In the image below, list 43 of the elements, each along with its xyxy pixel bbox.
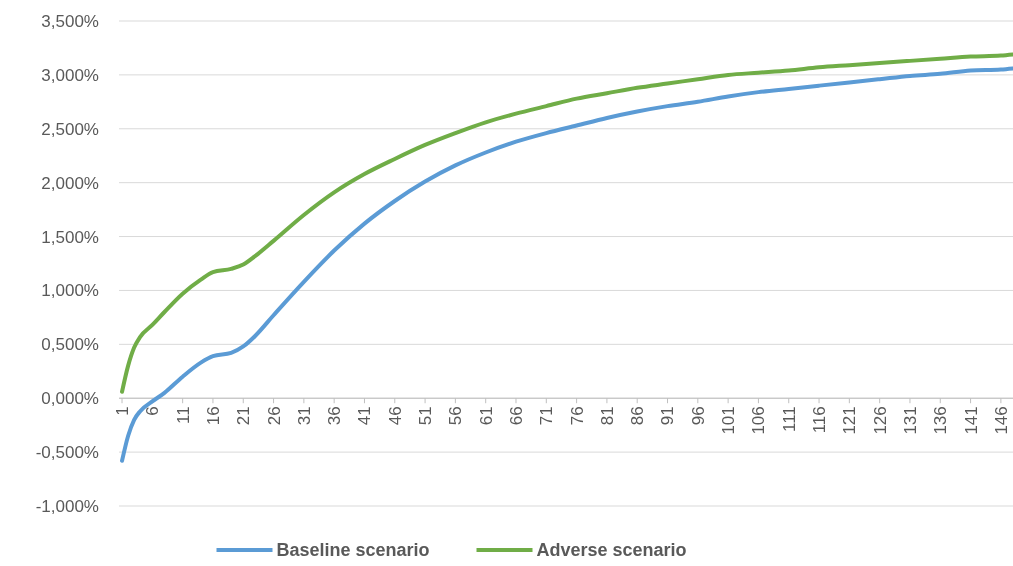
x-tick-label: 121: [840, 406, 860, 435]
x-tick-label: 106: [749, 406, 769, 435]
y-tick-label: -1,000%: [35, 496, 99, 516]
x-tick-label: 146: [991, 406, 1011, 435]
x-tick-label: 66: [506, 406, 526, 426]
x-tick-label: 116: [810, 406, 829, 434]
x-tick-label: 126: [870, 406, 890, 435]
x-tick-label: 81: [597, 406, 617, 426]
x-tick-label: 11: [173, 406, 193, 424]
x-tick-label: 21: [234, 406, 254, 426]
line-series: [120, 52, 1013, 394]
x-tick-label: 36: [325, 406, 345, 426]
y-tick-label: 0,500%: [41, 335, 99, 355]
x-tick-label: 76: [567, 406, 587, 426]
x-tick-label: 51: [416, 406, 436, 426]
x-tick-label: 6: [143, 406, 163, 416]
x-tick-label: 96: [688, 406, 708, 426]
y-tick-label: 1,500%: [41, 227, 99, 247]
x-tick-label: 26: [264, 406, 284, 426]
x-tick-label: 56: [446, 406, 466, 426]
y-tick-label: 3,000%: [41, 65, 99, 85]
x-tick-label: 141: [961, 406, 981, 435]
y-tick-label: 1,000%: [41, 281, 99, 301]
y-tick-label: 0,000%: [41, 389, 99, 409]
x-tick-label: 61: [476, 406, 496, 426]
y-tick-label: 2,000%: [41, 173, 99, 193]
x-tick-label: 86: [628, 406, 648, 426]
x-tick-label: 71: [537, 406, 557, 426]
x-tick-label: 101: [719, 406, 739, 435]
x-tick-label: 91: [658, 406, 678, 426]
x-tick-label: 111: [779, 406, 799, 433]
y-tick-label: 3,500%: [41, 11, 99, 31]
x-tick-label: 41: [355, 406, 375, 426]
x-tick-label: 136: [931, 406, 951, 435]
y-tick-label: 2,500%: [41, 119, 99, 139]
x-tick-label: 46: [385, 406, 405, 426]
legend-label: Adverse scenario: [536, 540, 687, 560]
x-tick-label: 1: [112, 406, 132, 416]
x-tick-label: 131: [900, 406, 920, 435]
x-tick-label: 31: [294, 406, 314, 426]
x-tick-label: 16: [203, 406, 223, 426]
legend-label: Baseline scenario: [276, 540, 430, 560]
y-tick-label: -0,500%: [35, 443, 99, 463]
